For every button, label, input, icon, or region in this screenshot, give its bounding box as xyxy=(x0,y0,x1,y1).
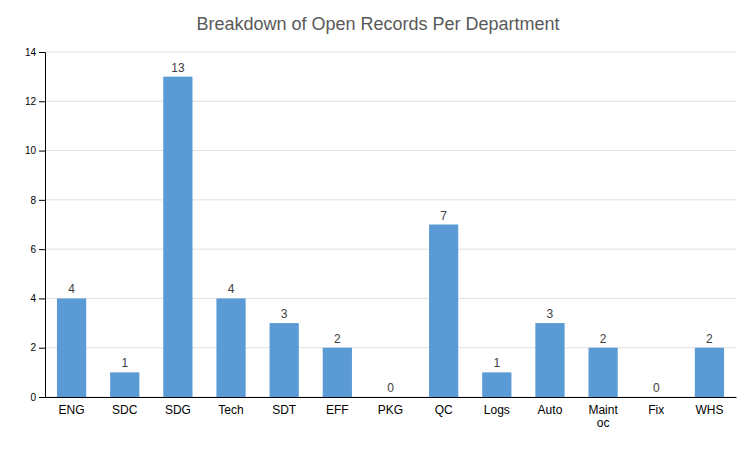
x-axis-line xyxy=(46,397,737,398)
data-label: 3 xyxy=(547,307,554,321)
grid-line xyxy=(45,249,736,250)
grid-line xyxy=(45,347,736,348)
x-tick: Tech xyxy=(218,397,243,417)
data-label: 0 xyxy=(653,381,660,395)
data-label: 1 xyxy=(493,356,500,370)
y-tick-label: 8 xyxy=(30,195,36,206)
x-tick-label: Logs xyxy=(484,403,510,417)
x-tick: QC xyxy=(435,397,453,417)
bar xyxy=(695,348,724,397)
data-label: 7 xyxy=(440,209,447,223)
bar xyxy=(216,298,245,397)
grid-line xyxy=(45,298,736,299)
chart-title: Breakdown of Open Records Per Department xyxy=(196,14,559,34)
y-tick-mark xyxy=(39,52,45,53)
data-label: 2 xyxy=(334,332,341,346)
data-label: 13 xyxy=(171,61,185,75)
y-tick-label: 10 xyxy=(25,145,37,156)
grid-line xyxy=(45,101,736,102)
x-tick-label: PKG xyxy=(378,403,403,417)
x-tick: SDC xyxy=(112,397,138,417)
y-tick-mark xyxy=(39,200,45,201)
y-tick: 10 xyxy=(25,145,45,156)
x-tick: Maintoc xyxy=(588,397,618,430)
x-tick-label: QC xyxy=(435,403,453,417)
y-tick: 2 xyxy=(30,342,45,353)
x-tick: SDT xyxy=(272,397,297,417)
bar xyxy=(270,323,299,397)
data-label: 4 xyxy=(68,282,75,296)
x-tick: EFF xyxy=(326,397,349,417)
y-tick-label: 0 xyxy=(30,392,36,403)
x-tick: SDG xyxy=(165,397,191,417)
y-tick: 0 xyxy=(30,392,45,403)
x-tick-label: Tech xyxy=(218,403,243,417)
bar xyxy=(588,348,617,397)
x-tick: Fix xyxy=(648,397,664,417)
y-axis: 0 2 4 6 8 10 12 14 xyxy=(25,47,46,403)
x-axis: ENG SDC SDG Tech SDT EFF PKG QC Logs Auto Maintoc F… xyxy=(46,397,737,430)
y-tick: 14 xyxy=(25,47,45,58)
bar xyxy=(376,397,405,398)
y-tick-label: 14 xyxy=(25,47,37,58)
y-tick-label: 2 xyxy=(30,342,36,353)
x-tick-label: EFF xyxy=(326,403,349,417)
y-tick-mark xyxy=(39,151,45,152)
chart-container: Breakdown of Open Records Per Department… xyxy=(0,0,756,455)
y-tick: 12 xyxy=(25,96,45,107)
y-tick: 6 xyxy=(30,244,45,255)
bar xyxy=(323,348,352,397)
y-tick-mark xyxy=(39,249,45,250)
bar xyxy=(429,225,458,398)
y-tick-label: 4 xyxy=(30,293,36,304)
y-tick: 4 xyxy=(30,293,45,304)
bar xyxy=(642,397,671,398)
chart-svg: Breakdown of Open Records Per Department… xyxy=(0,0,756,455)
y-tick-label: 12 xyxy=(25,96,37,107)
grid-line xyxy=(45,199,736,200)
x-tick: ENG xyxy=(59,397,85,417)
y-tick-mark xyxy=(39,348,45,349)
x-tick: PKG xyxy=(378,397,403,417)
plot-area: 0246810121441134320713202ENGSDCSDGTechSD… xyxy=(25,47,737,431)
x-tick-label: Maintoc xyxy=(588,403,618,431)
grid xyxy=(45,52,736,397)
data-label: 0 xyxy=(387,381,394,395)
x-tick-label: Auto xyxy=(538,403,563,417)
bar xyxy=(110,372,139,397)
x-tick: WHS xyxy=(695,397,723,417)
x-tick-label: Fix xyxy=(648,403,664,417)
x-tick-label: SDG xyxy=(165,403,191,417)
y-axis-line xyxy=(39,53,46,398)
data-labels: 41134320713202 xyxy=(68,61,713,395)
grid-line xyxy=(45,52,736,53)
bar xyxy=(482,372,511,397)
grid-line xyxy=(45,150,736,151)
x-tick: Auto xyxy=(538,397,563,417)
y-tick-mark xyxy=(39,298,45,299)
y-tick-mark xyxy=(39,397,45,398)
data-label: 4 xyxy=(228,282,235,296)
bars xyxy=(57,77,724,397)
bar xyxy=(163,77,192,397)
data-label: 2 xyxy=(706,332,713,346)
data-label: 1 xyxy=(121,356,128,370)
bar xyxy=(57,298,86,397)
x-tick-label: SDT xyxy=(272,403,297,417)
y-tick-label: 6 xyxy=(30,244,36,255)
x-tick: Logs xyxy=(484,397,510,417)
x-tick-label: SDC xyxy=(112,403,138,417)
y-tick: 8 xyxy=(30,195,45,206)
x-tick-label: WHS xyxy=(695,403,723,417)
bar xyxy=(535,323,564,397)
grid-line xyxy=(45,397,736,398)
data-label: 3 xyxy=(281,307,288,321)
data-label: 2 xyxy=(600,332,607,346)
x-tick-label: ENG xyxy=(59,403,85,417)
y-tick-mark xyxy=(39,101,45,102)
